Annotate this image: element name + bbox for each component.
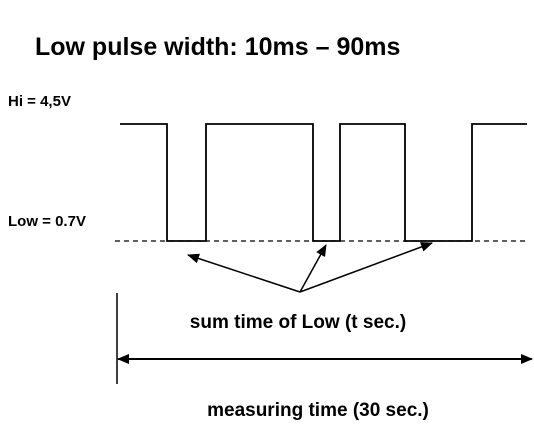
pointer-arrows (187, 242, 433, 293)
low-level-label: Low = 0.7V (8, 213, 86, 230)
waveform (120, 123, 527, 242)
annotation: sum time of Low (t sec.) (190, 312, 406, 333)
measuring-label: measuring time (30 sec.) (207, 400, 429, 421)
high-level-label: Hi = 4,5V (8, 93, 71, 110)
title: Low pulse width: 10ms – 90ms (35, 33, 400, 61)
